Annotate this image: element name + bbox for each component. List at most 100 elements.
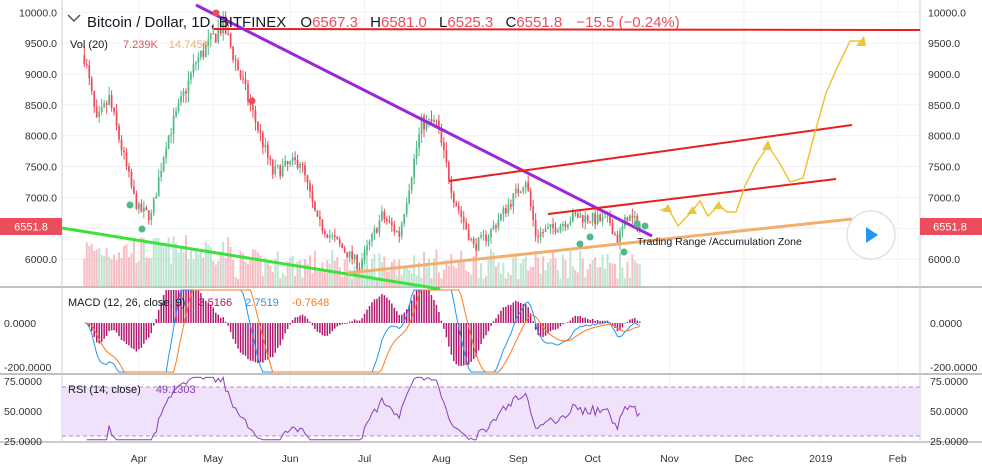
candle-body (175, 111, 177, 117)
price-tick-left: 9500.0 (25, 38, 57, 50)
volume-bar (311, 273, 314, 287)
candle-body (457, 205, 460, 211)
time-tick: Jul (358, 453, 371, 465)
signal-dot (620, 248, 628, 256)
candle-body (435, 119, 438, 121)
price-axis-ticks[interactable]: 10000.0 10000.0 9500.0 9500.0 9000.0 9000.0 85… (19, 7, 966, 266)
candle-body (462, 216, 465, 223)
candle-body (190, 72, 192, 80)
candle-body (594, 213, 597, 225)
volume-bar (259, 255, 262, 287)
candle-body (482, 234, 485, 236)
volume-bar (202, 257, 205, 287)
volume-bar (388, 271, 391, 287)
candle-body (328, 235, 331, 238)
candle-body (408, 190, 411, 203)
resistance-line-10000[interactable] (213, 28, 921, 31)
time-tick: Feb (889, 453, 907, 465)
volume-bar (497, 262, 500, 287)
volume-bar (552, 251, 554, 287)
candle-body (363, 250, 366, 261)
candle-body (125, 152, 128, 166)
candle-body (609, 216, 611, 224)
candle-body (224, 15, 227, 34)
price-tick-right: 9000.0 (928, 69, 960, 81)
candle-body (314, 201, 316, 211)
candle-body (133, 186, 135, 194)
rsi-legend[interactable]: RSI (14, close) 49.1303 (68, 384, 196, 396)
volume-bar (504, 278, 507, 287)
volume-bar (485, 276, 488, 287)
candle-body (567, 224, 569, 227)
orange-support-line[interactable] (347, 217, 853, 275)
volume-bar (437, 272, 440, 287)
candle-body (105, 103, 108, 105)
candle-body (261, 132, 264, 148)
price-tick-right: 6000.0 (928, 254, 960, 266)
chart-settings-icon[interactable] (67, 14, 81, 23)
candle-body (286, 160, 289, 165)
candle-body (182, 91, 185, 96)
signal-dot (576, 240, 584, 248)
main-legend[interactable]: Bitcoin / Dollar, 1D, BITFINEX O6567.3 H… (67, 14, 680, 51)
candle-body (410, 177, 413, 191)
candle-body (490, 229, 492, 238)
volume-bar (212, 260, 215, 287)
candle-body (631, 215, 634, 218)
volume-bar (566, 277, 569, 287)
play-button[interactable] (846, 210, 896, 260)
candle-body (361, 260, 363, 269)
volume-bar (398, 259, 401, 287)
downtrend-line[interactable] (195, 3, 653, 238)
volume-bar (604, 268, 607, 287)
candle-body (217, 29, 220, 43)
support-trend-line[interactable] (61, 226, 441, 291)
drawings[interactable] (61, 3, 921, 291)
candle-body (460, 210, 463, 217)
time-axis-ticks[interactable]: Apr May Jun Jul Aug Sep Oct Nov Dec 2019 Feb (131, 453, 907, 465)
candle-body (385, 219, 388, 222)
candle-body (341, 243, 344, 248)
candle-body (428, 119, 430, 121)
candle-body (346, 252, 349, 258)
candle-body (212, 33, 215, 35)
volume-bar (249, 260, 252, 287)
volume-bar (187, 259, 190, 287)
macd-tick-left: 0.0000 (4, 318, 36, 330)
candle-body (321, 219, 324, 231)
volume-bar (613, 264, 616, 287)
candle-body (418, 133, 420, 149)
rsi-band (62, 387, 920, 436)
macd-legend[interactable]: MACD (12, 26, close, 9) 3.5166 2.7519 -0… (68, 297, 329, 309)
volume-value: 7.239K (123, 39, 159, 51)
volume-bar (224, 258, 227, 287)
volume-bar (467, 271, 470, 287)
volume-bar (232, 259, 235, 287)
signal-dot (138, 225, 146, 233)
candle-body (239, 70, 242, 78)
candle-body (103, 103, 106, 108)
candle-body (279, 165, 282, 177)
candle-body (433, 119, 435, 123)
volume-bar (214, 264, 217, 287)
volume-bar (256, 252, 259, 287)
candle-body (333, 235, 336, 238)
volume-bar (326, 260, 329, 287)
channel-lower-line[interactable] (547, 178, 837, 215)
volume-bar (115, 260, 118, 287)
candlesticks[interactable] (83, 11, 641, 274)
volume-bar (120, 258, 123, 287)
volume-bar (351, 278, 354, 287)
volume-bar (167, 237, 170, 287)
candle-body (274, 166, 277, 175)
candle-body (576, 213, 579, 218)
channel-upper-line[interactable] (448, 124, 853, 182)
price-tag-left (0, 218, 62, 235)
volume-bar (132, 240, 135, 287)
annotation-text[interactable]: Trading Range /Accumulation Zone (637, 236, 802, 248)
candle-body (242, 77, 244, 80)
volume-bar (269, 265, 272, 287)
candle-body (291, 157, 294, 162)
